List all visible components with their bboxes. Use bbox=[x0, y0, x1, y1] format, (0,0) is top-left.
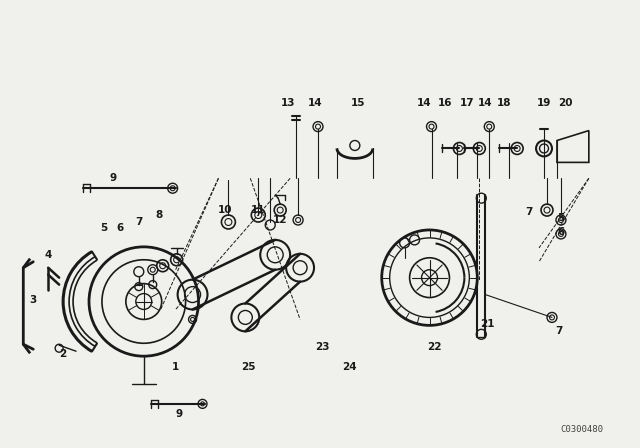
Text: 5: 5 bbox=[100, 223, 108, 233]
Text: 10: 10 bbox=[218, 205, 233, 215]
Text: 12: 12 bbox=[273, 215, 287, 225]
Text: 2: 2 bbox=[60, 349, 67, 359]
Text: 6: 6 bbox=[557, 227, 564, 237]
Text: 7: 7 bbox=[525, 207, 532, 217]
Text: 18: 18 bbox=[497, 98, 511, 108]
Text: 6: 6 bbox=[116, 223, 124, 233]
Text: 4: 4 bbox=[45, 250, 52, 260]
Text: 22: 22 bbox=[428, 342, 442, 352]
Text: 21: 21 bbox=[480, 319, 495, 329]
Text: 13: 13 bbox=[281, 98, 296, 108]
Text: 3: 3 bbox=[29, 294, 37, 305]
Text: 19: 19 bbox=[537, 98, 551, 108]
Text: 23: 23 bbox=[315, 342, 329, 352]
Text: 16: 16 bbox=[438, 98, 452, 108]
Text: 8: 8 bbox=[155, 210, 163, 220]
Text: 14: 14 bbox=[478, 98, 493, 108]
Text: C0300480: C0300480 bbox=[561, 425, 604, 434]
Text: 25: 25 bbox=[241, 362, 255, 372]
Text: 15: 15 bbox=[351, 98, 365, 108]
Text: 9: 9 bbox=[109, 173, 116, 183]
Text: 11: 11 bbox=[251, 205, 266, 215]
Text: 17: 17 bbox=[460, 98, 475, 108]
Text: 24: 24 bbox=[342, 362, 357, 372]
Text: 7: 7 bbox=[135, 217, 143, 227]
Text: 9: 9 bbox=[175, 409, 182, 419]
Text: 1: 1 bbox=[172, 362, 179, 372]
Text: 14: 14 bbox=[417, 98, 432, 108]
Text: 14: 14 bbox=[308, 98, 323, 108]
Text: 7: 7 bbox=[556, 326, 563, 336]
Text: 5: 5 bbox=[557, 213, 564, 223]
Text: 20: 20 bbox=[557, 98, 572, 108]
